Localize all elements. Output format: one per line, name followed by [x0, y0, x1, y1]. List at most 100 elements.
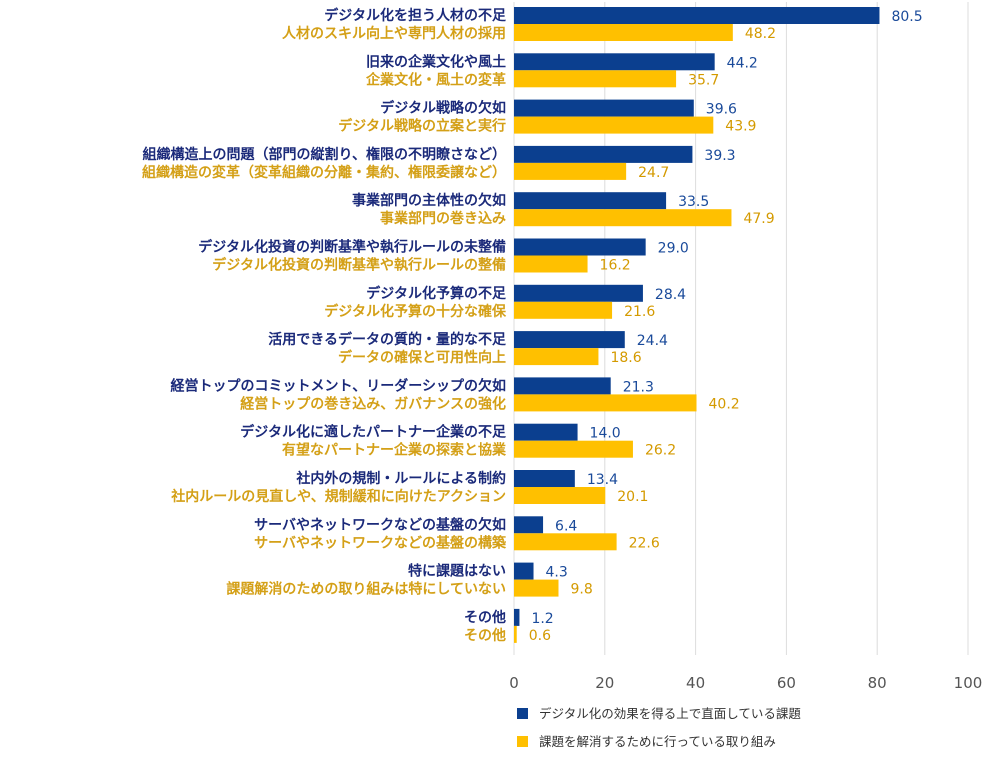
data-label-challenge-3: 39.3 — [704, 148, 735, 164]
bar-challenge-6 — [514, 284, 643, 302]
bar-action-5 — [514, 255, 588, 273]
bar-challenge-7 — [514, 331, 625, 349]
bar-action-13 — [514, 625, 517, 643]
category-label-challenge-11: サーバやネットワークなどの基盤の欠如 — [254, 516, 506, 533]
data-label-action-3: 24.7 — [638, 165, 669, 181]
legend-swatch-challenges — [517, 708, 528, 719]
category-label-action-8: 経営トップの巻き込み、ガバナンスの強化 — [240, 395, 506, 412]
x-tick-label-80: 80 — [868, 674, 887, 692]
bar-action-3 — [514, 162, 627, 180]
category-label-action-0: 人材のスキル向上や専門人材の採用 — [282, 25, 506, 42]
bar-action-8 — [514, 394, 697, 412]
x-tick-label-0: 0 — [509, 674, 519, 692]
x-axis-ticks: 0 20 40 60 80 100 — [509, 674, 982, 692]
bar-action-2 — [514, 116, 714, 134]
category-label-challenge-4: 事業部門の主体性の欠如 — [352, 192, 506, 209]
data-label-action-7: 18.6 — [610, 350, 641, 366]
category-label-action-10: 社内ルールの見直しや、規制緩和に向けたアクション — [170, 488, 506, 505]
x-tick-label-20: 20 — [595, 674, 614, 692]
data-label-action-12: 9.8 — [570, 582, 592, 598]
bar-challenge-0 — [514, 7, 880, 24]
bar-challenge-2 — [514, 99, 694, 117]
category-label-action-6: デジタル化予算の十分な確保 — [324, 303, 507, 320]
data-label-action-1: 35.7 — [688, 72, 719, 88]
bar-challenge-9 — [514, 423, 578, 441]
data-label-action-6: 21.6 — [624, 304, 655, 320]
bar-action-11 — [514, 533, 617, 551]
data-label-challenge-9: 14.0 — [590, 426, 621, 442]
bar-challenge-3 — [514, 145, 693, 163]
bar-action-9 — [514, 440, 633, 458]
category-label-action-5: デジタル化投資の判断基準や執行ルールの整備 — [212, 257, 506, 274]
data-label-challenge-8: 21.3 — [623, 379, 654, 395]
category-label-action-7: データの確保と可用性向上 — [338, 349, 506, 366]
data-labels: 80.5 48.2 44.2 35.7 39.643.9 39.3 24.7 33.5 47.9… — [529, 9, 923, 644]
data-label-challenge-4: 33.5 — [678, 194, 709, 210]
category-label-action-4: 事業部門の巻き込み — [380, 210, 506, 227]
category-label-action-3: 組織構造の変革（変革組織の分離・集約、権限委譲など） — [142, 164, 506, 181]
category-label-challenge-0: デジタル化を担う人材の不足 — [324, 7, 507, 24]
category-label-challenge-12: 特に課題はない — [408, 563, 506, 580]
category-labels: デジタル化を担う人材の不足人材のスキル向上や専門人材の採用旧来の企業文化や風土企… — [142, 7, 507, 644]
bar-challenge-13 — [514, 608, 520, 626]
bar-challenge-11 — [514, 516, 544, 534]
data-label-action-0: 48.2 — [745, 26, 776, 42]
data-label-challenge-13: 1.2 — [531, 611, 553, 627]
bar-challenge-8 — [514, 377, 611, 395]
data-label-action-10: 20.1 — [617, 489, 648, 505]
data-label-challenge-5: 29.0 — [658, 241, 689, 257]
bar-challenge-4 — [514, 192, 667, 210]
bar-action-0 — [514, 24, 733, 41]
category-label-action-13: その他 — [464, 627, 506, 644]
data-label-challenge-6: 28.4 — [655, 287, 686, 303]
data-label-action-11: 22.6 — [629, 535, 660, 551]
data-label-action-5: 16.2 — [600, 258, 631, 274]
data-label-action-8: 40.2 — [709, 396, 740, 412]
bar-challenge-10 — [514, 470, 575, 487]
bar-challenge-5 — [514, 238, 646, 256]
category-label-action-1: 企業文化・風土の変革 — [365, 71, 506, 88]
category-label-challenge-7: 活用できるデータの質的・量的な不足 — [268, 331, 507, 348]
data-label-challenge-11: 6.4 — [555, 518, 577, 534]
data-label-challenge-12: 4.3 — [546, 565, 568, 581]
category-label-challenge-6: デジタル化予算の不足 — [366, 285, 507, 302]
bar-challenge-1 — [514, 53, 715, 71]
legend-swatch-actions — [517, 736, 528, 747]
category-label-challenge-5: デジタル化投資の判断基準や執行ルールの未整備 — [198, 239, 506, 256]
data-label-challenge-0: 80.5 — [891, 9, 922, 25]
category-label-challenge-8: 経営トップのコミットメント、リーダーシップの欠如 — [171, 377, 506, 394]
bars — [514, 7, 880, 643]
x-tick-label-60: 60 — [777, 674, 796, 692]
data-label-challenge-10: 13.4 — [587, 472, 618, 488]
category-label-challenge-1: 旧来の企業文化や風土 — [366, 53, 506, 70]
category-label-challenge-9: デジタル化に適したパートナー企業の不足 — [240, 424, 507, 441]
bar-action-7 — [514, 348, 599, 366]
data-label-action-13: 0.6 — [529, 628, 551, 644]
data-label-challenge-2: 39.6 — [706, 102, 737, 118]
category-label-challenge-13: その他 — [464, 609, 506, 626]
legend-label-actions: 課題を解消するために行っている取り組み — [539, 734, 776, 749]
x-tick-label-40: 40 — [686, 674, 705, 692]
bar-action-10 — [514, 487, 606, 504]
data-label-challenge-7: 24.4 — [637, 333, 668, 349]
category-label-action-12: 課題解消のための取り組みは特にしていない — [226, 581, 506, 598]
bar-action-1 — [514, 70, 677, 88]
category-label-challenge-3: 組織構造上の問題（部門の縦割り、権限の不明瞭さなど） — [143, 146, 506, 163]
bar-action-4 — [514, 209, 732, 227]
legend-label-challenges: デジタル化の効果を得る上で直面している課題 — [539, 706, 801, 721]
bar-action-12 — [514, 579, 559, 597]
category-label-action-11: サーバやネットワークなどの基盤の構築 — [254, 534, 507, 551]
x-tick-label-100: 100 — [954, 674, 983, 692]
category-label-action-2: デジタル戦略の立案と実行 — [338, 118, 506, 135]
data-label-challenge-1: 44.2 — [727, 55, 758, 71]
data-label-action-2: 43.9 — [725, 119, 756, 135]
data-label-action-4: 47.9 — [743, 211, 774, 227]
category-label-challenge-10: 社内外の規制・ルールによる制約 — [295, 470, 506, 487]
bar-action-6 — [514, 301, 613, 319]
category-label-challenge-2: デジタル戦略の欠如 — [380, 100, 506, 117]
bar-challenge-12 — [514, 562, 534, 580]
category-label-action-9: 有望なパートナー企業の探索と協業 — [282, 442, 507, 459]
data-label-action-9: 26.2 — [645, 443, 676, 459]
